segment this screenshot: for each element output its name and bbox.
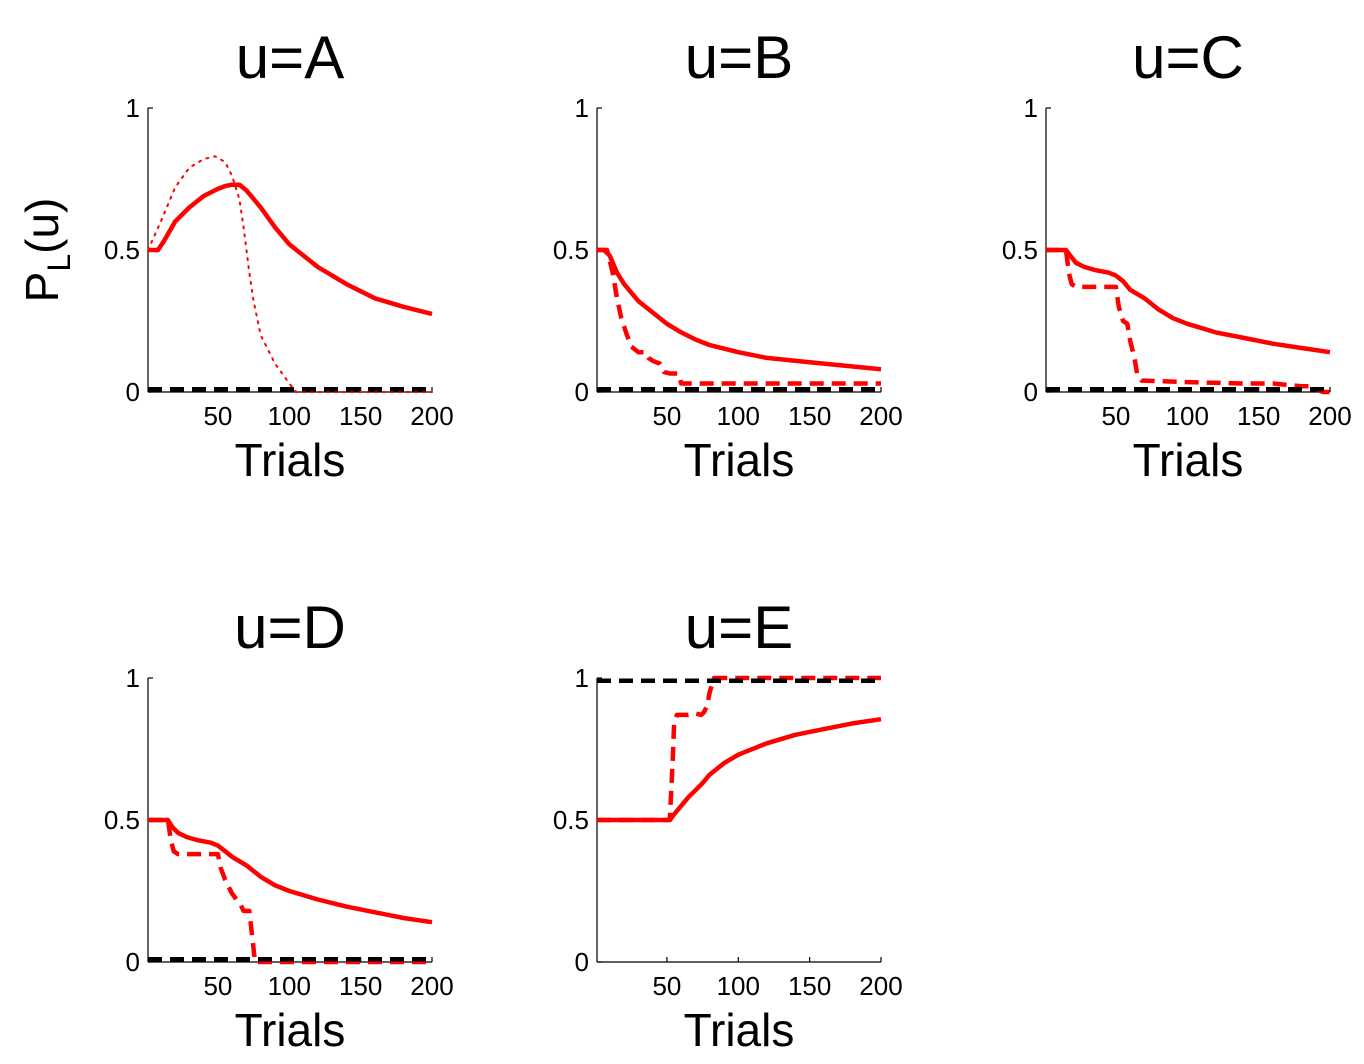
x-tick-label: 150: [339, 971, 382, 1001]
x-tick-label: 150: [788, 401, 831, 431]
solid-series-line: [148, 182, 433, 317]
x-tick-label: 150: [339, 401, 382, 431]
y-tick-label: 1: [575, 93, 589, 123]
panel-title: u=A: [236, 24, 344, 91]
x-tick-label: 200: [859, 971, 902, 1001]
y-tick-label: 0.5: [104, 235, 140, 265]
x-tick-label: 50: [652, 971, 681, 1001]
y-tick-label: 0: [126, 377, 140, 407]
shared-ylabel-suffix: (u): [16, 198, 68, 254]
x-axis-label: Trials: [1133, 434, 1244, 486]
dashed-series-line: [1046, 247, 1330, 395]
solid-series-line: [597, 247, 882, 372]
y-tick-label: 1: [126, 93, 140, 123]
x-tick-label: 50: [1101, 401, 1130, 431]
x-tick-label: 50: [652, 401, 681, 431]
x-tick-label: 100: [268, 401, 311, 431]
x-axis-label: Trials: [235, 1004, 346, 1056]
y-tick-label: 0: [126, 947, 140, 977]
y-tick-label: 0: [575, 377, 589, 407]
y-tick-label: 1: [1024, 93, 1038, 123]
panel-title: u=D: [234, 594, 346, 661]
y-tick-label: 1: [126, 663, 140, 693]
x-tick-label: 50: [203, 971, 232, 1001]
x-tick-label: 100: [717, 971, 760, 1001]
x-axis-label: Trials: [684, 434, 795, 486]
shared-ylabel-subscript: L: [41, 254, 77, 272]
x-tick-label: 100: [717, 401, 760, 431]
x-tick-label: 100: [1166, 401, 1209, 431]
x-tick-label: 150: [788, 971, 831, 1001]
x-tick-label: 150: [1237, 401, 1280, 431]
y-tick-label: 0.5: [104, 805, 140, 835]
x-axis-label: Trials: [684, 1004, 795, 1056]
shared-ylabel: PL(u): [16, 198, 77, 303]
y-tick-label: 0.5: [553, 235, 589, 265]
x-tick-label: 200: [410, 971, 453, 1001]
y-tick-label: 1: [575, 663, 589, 693]
dotted-series-line: [147, 155, 433, 393]
panel-title: u=B: [685, 24, 793, 91]
solid-series-line: [597, 716, 882, 823]
x-tick-label: 200: [410, 401, 453, 431]
x-tick-label: 50: [203, 401, 232, 431]
y-tick-label: 0.5: [553, 805, 589, 835]
x-tick-label: 100: [268, 971, 311, 1001]
panel-title: u=C: [1132, 24, 1244, 91]
dashed-series-line: [597, 675, 881, 823]
dashed-series-line: [148, 817, 432, 965]
x-tick-label: 200: [1308, 401, 1351, 431]
y-tick-label: 0.5: [1002, 235, 1038, 265]
x-axis-label: Trials: [235, 434, 346, 486]
y-tick-label: 0: [575, 947, 589, 977]
solid-series-line: [148, 817, 433, 925]
solid-series-line: [1046, 247, 1331, 355]
shared-ylabel-main: P: [16, 272, 68, 303]
x-tick-label: 200: [859, 401, 902, 431]
y-tick-label: 0: [1024, 377, 1038, 407]
panel-title: u=E: [685, 594, 793, 661]
dashed-series-line: [597, 247, 881, 386]
